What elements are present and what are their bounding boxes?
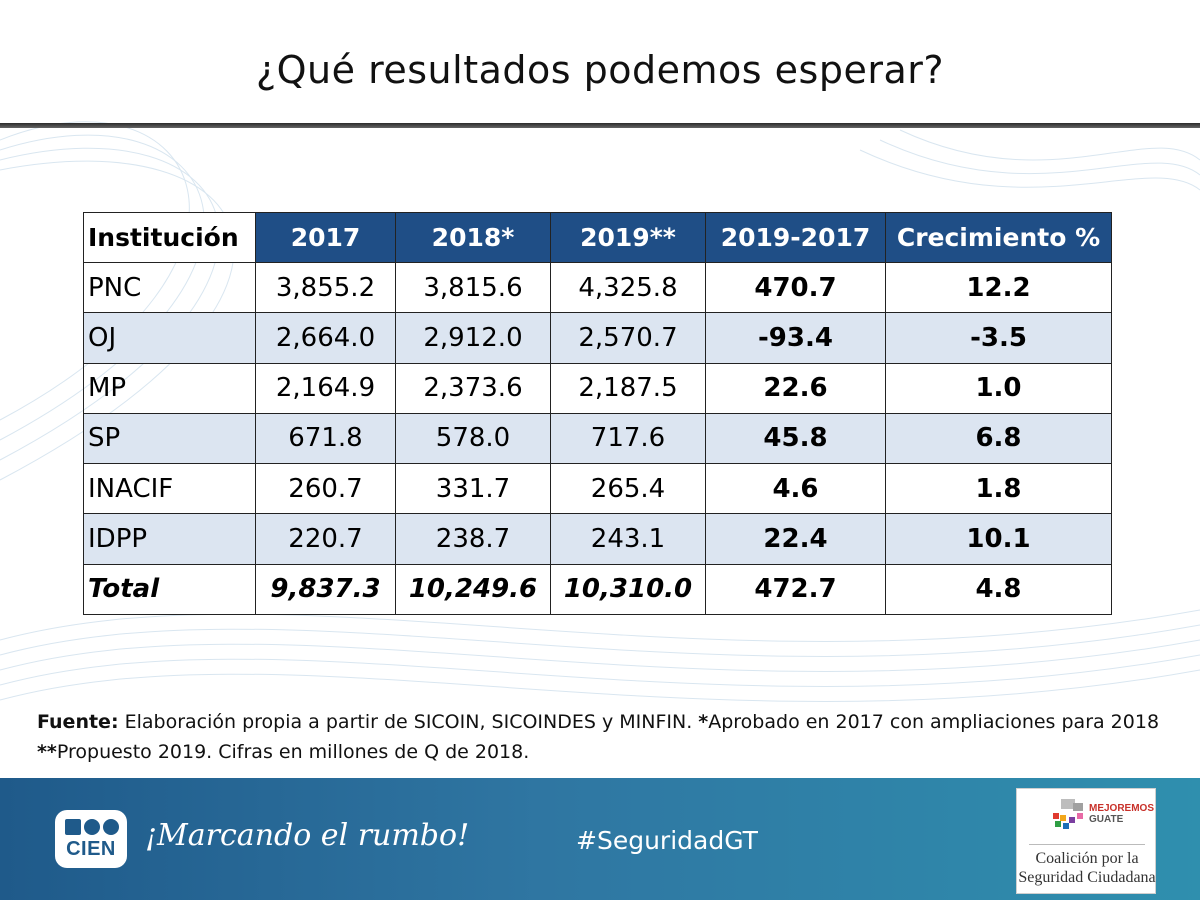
cell-difference: 22.6 [705, 362, 886, 414]
header-2018: 2018* [395, 212, 551, 263]
cell-2017: 3,855.2 [255, 261, 396, 314]
mejoremos-guate-wordmark: MEJOREMOS GUATE [1089, 803, 1155, 825]
table-row: IDPP 220.7 238.7 243.1 22.4 10.1 [83, 513, 1112, 565]
cell-growth: 1.0 [885, 362, 1112, 414]
coalition-logo: MEJOREMOS GUATE Coalición por la Segurida… [1016, 788, 1156, 894]
header-2019: 2019** [550, 212, 706, 263]
source-text-3: Propuesto 2019. Cifras en millones de Q … [56, 741, 530, 763]
header-difference: 2019-2017 [705, 212, 886, 263]
source-text-2: Aprobado en 2017 con ampliaciones para 2… [708, 711, 1178, 733]
cell-institution: MP [83, 362, 256, 414]
cell-institution: IDPP [83, 513, 256, 565]
cell-2018: 3,815.6 [395, 261, 551, 314]
cell-total-2019: 10,310.0 [550, 563, 706, 616]
cell-2017: 2,164.9 [255, 362, 396, 414]
cell-total-label: Total [83, 563, 256, 616]
header-growth: Crecimiento % [885, 212, 1112, 263]
source-note: Fuente: Elaboración propia a partir de S… [37, 707, 1167, 767]
cell-2018: 331.7 [395, 463, 551, 515]
cien-logo: CIEN [55, 810, 127, 868]
cell-difference: 22.4 [705, 513, 886, 565]
cell-total-2018: 10,249.6 [395, 563, 551, 616]
cell-2018: 2,912.0 [395, 312, 551, 364]
cell-2017: 260.7 [255, 463, 396, 515]
cell-difference: 4.6 [705, 463, 886, 515]
cell-2019: 2,187.5 [550, 362, 706, 414]
table-row: PNC 3,855.2 3,815.6 4,325.8 470.7 12.2 [83, 261, 1112, 314]
mejoremos-guate-icon [1053, 799, 1083, 829]
slogan: ¡Marcando el rumbo! [145, 818, 470, 853]
cell-total-growth: 4.8 [885, 563, 1112, 616]
cell-growth: 12.2 [885, 261, 1112, 314]
source-mark-1: * [698, 711, 709, 733]
table-row: INACIF 260.7 331.7 265.4 4.6 1.8 [83, 463, 1112, 515]
cien-logo-mark [65, 819, 119, 835]
cell-2018: 578.0 [395, 412, 551, 465]
source-text-1: Elaboración propia a partir de SICOIN, S… [118, 711, 699, 733]
cell-2019: 2,570.7 [550, 312, 706, 364]
table-header-row: Institución 2017 2018* 2019** 2019-2017 … [83, 212, 1112, 263]
cell-total-difference: 472.7 [705, 563, 886, 616]
cell-total-2017: 9,837.3 [255, 563, 396, 616]
footer-banner: CIEN ¡Marcando el rumbo! #SeguridadGT ME… [0, 778, 1200, 900]
coalition-divider [1029, 844, 1145, 845]
cell-2017: 2,664.0 [255, 312, 396, 364]
table-total-row: Total 9,837.3 10,249.6 10,310.0 472.7 4.… [83, 563, 1112, 616]
logo-circle [103, 819, 119, 835]
table-row: OJ 2,664.0 2,912.0 2,570.7 -93.4 -3.5 [83, 312, 1112, 364]
cell-institution: INACIF [83, 463, 256, 515]
page-title: ¿Qué resultados podemos esperar? [255, 48, 945, 92]
cell-difference: -93.4 [705, 312, 886, 364]
budget-table: Institución 2017 2018* 2019** 2019-2017 … [83, 212, 1112, 616]
header-institucion: Institución [83, 212, 256, 263]
cell-2018: 2,373.6 [395, 362, 551, 414]
source-mark-2: ** [37, 741, 57, 763]
cell-2018: 238.7 [395, 513, 551, 565]
cell-2017: 671.8 [255, 412, 396, 465]
cell-2019: 265.4 [550, 463, 706, 515]
source-label: Fuente: [37, 711, 119, 733]
logo-circle [84, 819, 100, 835]
cell-growth: 6.8 [885, 412, 1112, 465]
cell-growth: 10.1 [885, 513, 1112, 565]
hashtag: #SeguridadGT [576, 826, 758, 855]
coalition-name: Coalición por la Seguridad Ciudadana [1018, 850, 1156, 886]
logo-square [65, 819, 81, 835]
table-row: MP 2,164.9 2,373.6 2,187.5 22.6 1.0 [83, 362, 1112, 414]
header-2017: 2017 [255, 212, 396, 263]
cell-growth: 1.8 [885, 463, 1112, 515]
cell-difference: 470.7 [705, 261, 886, 314]
cell-2019: 717.6 [550, 412, 706, 465]
cell-2019: 243.1 [550, 513, 706, 565]
cell-institution: OJ [83, 312, 256, 364]
cell-2017: 220.7 [255, 513, 396, 565]
cien-logo-text: CIEN [66, 838, 116, 860]
table-row: SP 671.8 578.0 717.6 45.8 6.8 [83, 412, 1112, 465]
cell-growth: -3.5 [885, 312, 1112, 364]
cell-institution: SP [83, 412, 256, 465]
cell-institution: PNC [83, 261, 256, 314]
title-divider [0, 123, 1200, 128]
cell-difference: 45.8 [705, 412, 886, 465]
cell-2019: 4,325.8 [550, 261, 706, 314]
